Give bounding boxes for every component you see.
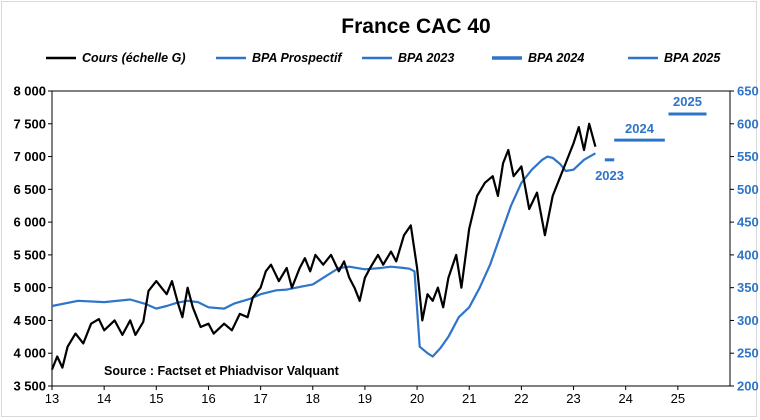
- legend: Cours (échelle G) BPA Prospectif BPA 2023 B…: [46, 51, 721, 65]
- right-tick-label: 550: [737, 149, 759, 164]
- left-tick-label: 5 000: [13, 280, 46, 295]
- left-tick-label: 4 000: [13, 346, 46, 361]
- plot-area: [51, 90, 731, 387]
- target-label-2023: 2023: [595, 168, 624, 183]
- source-note: Source : Factset et Phiadvisor Valquant: [104, 364, 340, 378]
- legend-label: BPA Prospectif: [252, 51, 343, 65]
- right-tick-label: 450: [737, 215, 759, 230]
- right-tick-label: 300: [737, 313, 759, 328]
- x-tick-label: 19: [358, 391, 372, 406]
- series-layer: [50, 122, 597, 371]
- left-tick-label: 3 500: [13, 379, 46, 394]
- target-label-2024: 2024: [625, 121, 655, 136]
- x-tick-label: 16: [201, 391, 215, 406]
- cours-series-line: [50, 122, 597, 371]
- right-tick-label: 600: [737, 116, 759, 131]
- right-tick-label: 500: [737, 182, 759, 197]
- x-tick-label: 13: [45, 391, 59, 406]
- right-tick-label: 400: [737, 247, 759, 262]
- right-tick-label: 350: [737, 280, 759, 295]
- x-tick-label: 21: [462, 391, 476, 406]
- left-axis: 3 500 4 000 4 500 5 000 5 500 6 000 6 500 7 000…: [13, 84, 52, 394]
- left-tick-label: 6 500: [13, 182, 46, 197]
- right-tick-label: 250: [737, 346, 759, 361]
- legend-label: Cours (échelle G): [82, 51, 186, 65]
- x-tick-label: 14: [97, 391, 111, 406]
- bpa-prospectif-series-line: [51, 152, 596, 358]
- x-tick-label: 25: [671, 391, 685, 406]
- left-tick-label: 4 500: [13, 313, 46, 328]
- x-tick-label: 20: [410, 391, 424, 406]
- left-tick-label: 5 500: [13, 247, 46, 262]
- x-tick-label: 15: [149, 391, 163, 406]
- left-tick-label: 8 000: [13, 84, 46, 99]
- x-tick-label: 23: [566, 391, 580, 406]
- right-tick-label: 200: [737, 379, 759, 394]
- right-tick-label: 650: [737, 84, 759, 99]
- target-label-2025: 2025: [673, 94, 702, 109]
- x-tick-label: 22: [514, 391, 528, 406]
- x-tick-label: 24: [618, 391, 632, 406]
- left-tick-label: 7 000: [13, 149, 46, 164]
- right-axis: 200 250 300 350 400 450 500 550 600 650: [730, 84, 759, 394]
- x-tick-label: 18: [306, 391, 320, 406]
- x-tick-label: 17: [253, 391, 267, 406]
- targets-layer: 2023 2024 2025: [595, 94, 707, 183]
- chart-title: France CAC 40: [341, 15, 490, 38]
- x-axis: 13 14 15 16 17 18 19 20 21 22 23 24 25: [45, 386, 685, 406]
- legend-label: BPA 2023: [398, 51, 454, 65]
- left-tick-label: 7 500: [13, 116, 46, 131]
- left-tick-label: 6 000: [13, 215, 46, 230]
- legend-label: BPA 2025: [664, 51, 721, 65]
- legend-label: BPA 2024: [528, 51, 584, 65]
